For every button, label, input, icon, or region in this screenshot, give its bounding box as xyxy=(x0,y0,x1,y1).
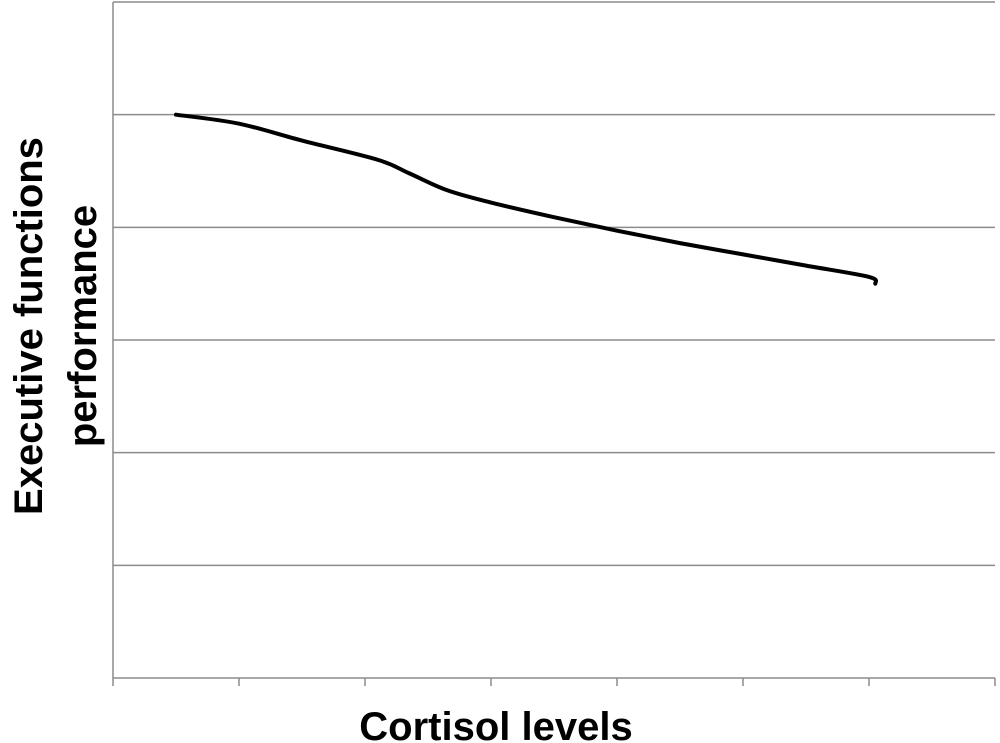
series-line xyxy=(174,112,879,286)
y-axis-title-line-2: performance xyxy=(61,205,105,447)
axes xyxy=(112,2,995,679)
x-axis-ticks xyxy=(112,678,996,686)
series xyxy=(174,112,879,286)
y-axis-title: Executive functions performance xyxy=(7,137,105,515)
gridlines xyxy=(113,1,995,567)
x-axis-title: Cortisol levels xyxy=(359,705,632,743)
y-axis-title-line-1: Executive functions xyxy=(7,137,51,515)
